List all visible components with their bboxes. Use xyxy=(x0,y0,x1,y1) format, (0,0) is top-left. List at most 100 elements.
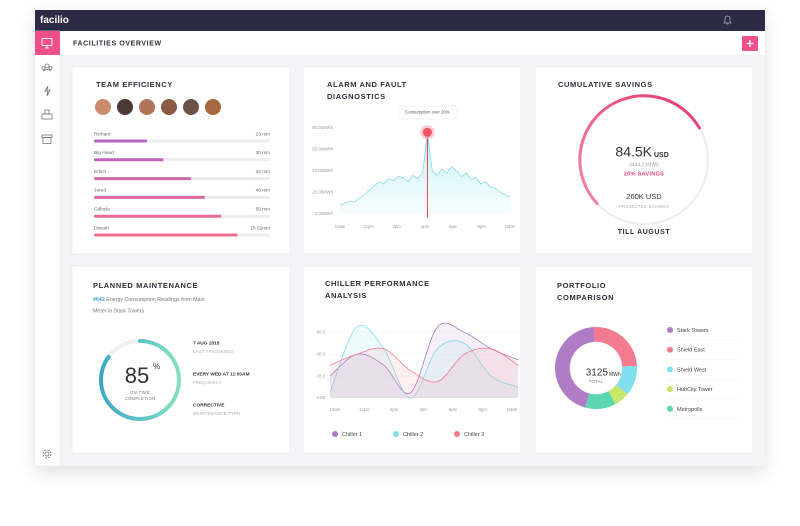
y-tick-label: 40.00MWh xyxy=(312,168,333,173)
card xyxy=(302,265,522,454)
total-unit: MWh xyxy=(609,372,621,378)
detail-value: EVERY WED AT 11:00AM xyxy=(193,371,250,377)
bar xyxy=(94,195,206,199)
x-tick-label: 10am xyxy=(330,407,341,412)
member-name: Erlich xyxy=(94,169,106,175)
donut-slice xyxy=(585,390,616,409)
x-tick-label: 6pm xyxy=(449,407,458,412)
legend-label: Shield West xyxy=(677,367,707,373)
series-line xyxy=(329,322,519,394)
series-area xyxy=(330,322,518,398)
detail-value: CORRECTIVE xyxy=(193,402,225,408)
legend-label: Chiller 3 xyxy=(464,432,484,438)
y-tick-label: 20.00MWh xyxy=(312,190,333,195)
member-time: 30 min xyxy=(256,150,271,156)
ring-progress xyxy=(99,339,181,421)
series-line xyxy=(329,324,519,399)
completion-label: COMPLETION xyxy=(125,396,156,401)
nav-settings[interactable] xyxy=(42,449,52,459)
description-line: Meter in Stark Towers xyxy=(93,308,144,314)
ticket-id[interactable]: #642 xyxy=(93,297,105,303)
x-tick-label: 6pm xyxy=(449,224,458,229)
savings-percent: 20% SAVINGS xyxy=(624,171,664,177)
bar xyxy=(94,214,222,218)
detail-label: MAINTENANCE TYPE xyxy=(193,411,240,416)
bar xyxy=(94,233,238,237)
sidebar xyxy=(34,30,61,467)
total-value: 3125 xyxy=(586,368,609,379)
x-tick-label: 12pm xyxy=(359,407,370,412)
card-title: ALARM AND FAULT xyxy=(327,80,407,89)
avatars xyxy=(95,99,221,115)
legend-marker xyxy=(454,431,460,437)
x-tick-label: 12pm xyxy=(363,224,374,229)
projected-label: PROJECTED SAVINGS xyxy=(619,204,669,209)
x-tick-label: 10am xyxy=(335,224,346,229)
x-tick-label: 2pm xyxy=(392,224,401,229)
alarm-point xyxy=(422,127,432,137)
nav-active[interactable] xyxy=(35,31,60,55)
x-tick-label: 4pm xyxy=(421,224,430,229)
y-tick-label: 0.00 xyxy=(317,395,326,400)
legend-marker xyxy=(667,366,673,373)
x-tick-label: 10pm xyxy=(507,407,518,412)
legend-label: HubCity Tower xyxy=(677,387,713,393)
savings-amount: 84.5K xyxy=(615,144,652,160)
member-time: 42 min xyxy=(256,169,271,175)
y-tick-label: 60.0 xyxy=(317,330,326,335)
detail-label: FREQUENCY xyxy=(193,380,222,385)
top-bar xyxy=(35,10,765,31)
y-tick-label: 60.00MWh xyxy=(312,147,333,152)
bar xyxy=(94,177,192,181)
page-title: FACILITIES OVERVIEW xyxy=(73,40,162,47)
legend-label: Chiller 1 xyxy=(342,432,362,438)
donut-slice xyxy=(593,327,637,367)
tooltip xyxy=(398,105,457,120)
series-area xyxy=(330,348,518,398)
x-tick-label: 8pm xyxy=(478,407,487,412)
card-title: COMPARISON xyxy=(557,293,614,302)
card-title: ANALYSIS xyxy=(325,291,367,300)
savings-currency: USD xyxy=(654,152,669,159)
nav-energy[interactable] xyxy=(44,85,51,97)
nav-team[interactable] xyxy=(41,63,53,72)
detail-value: 7 AUG 2018 xyxy=(193,340,220,346)
y-tick-label: 0.00MWh xyxy=(315,211,334,216)
legend-label: Metropolis xyxy=(677,407,703,413)
x-tick-label: 4pm xyxy=(419,407,428,412)
completion-value: 85 xyxy=(125,363,149,388)
savings-energy: 3444.23MWh xyxy=(629,162,659,168)
nav-sites[interactable] xyxy=(41,109,53,120)
member-name: Richard xyxy=(94,131,111,137)
legend-marker xyxy=(393,431,399,437)
area xyxy=(340,132,510,214)
member-name: Gilfoyle xyxy=(94,206,110,212)
nav-archive[interactable] xyxy=(41,134,53,144)
header xyxy=(60,31,765,55)
legend-marker xyxy=(667,386,673,393)
y-tick-label: 20.0 xyxy=(317,373,326,378)
member-name: Big Head xyxy=(94,150,114,156)
card xyxy=(302,66,522,255)
legend-marker xyxy=(667,405,673,412)
plus-icon xyxy=(746,40,754,47)
detail-label: LAST TRIGGERED xyxy=(193,349,234,354)
legend-label: Shield East xyxy=(677,348,705,354)
member-time: 1h 02min xyxy=(250,225,270,231)
x-tick-label: 2pm xyxy=(390,407,399,412)
card-title: PORTFOLIO xyxy=(557,281,606,290)
y-tick-label: 40.0 xyxy=(317,351,326,356)
member-name: Jared xyxy=(94,188,106,194)
total-label: TOTAL xyxy=(589,379,604,384)
series-area xyxy=(330,325,518,398)
donut-slice xyxy=(615,365,637,395)
bar xyxy=(94,139,148,143)
line xyxy=(339,132,511,206)
card-title: PLANNED MAINTENANCE xyxy=(93,281,198,290)
bell-icon[interactable] xyxy=(723,15,732,25)
description: #642 Energy Consumption Readings from Ma… xyxy=(93,297,205,303)
bar xyxy=(94,158,164,162)
description-line: Energy Consumption Readings from Main xyxy=(106,297,204,303)
card-title: CHILLER PERFORMANCE xyxy=(325,279,430,288)
